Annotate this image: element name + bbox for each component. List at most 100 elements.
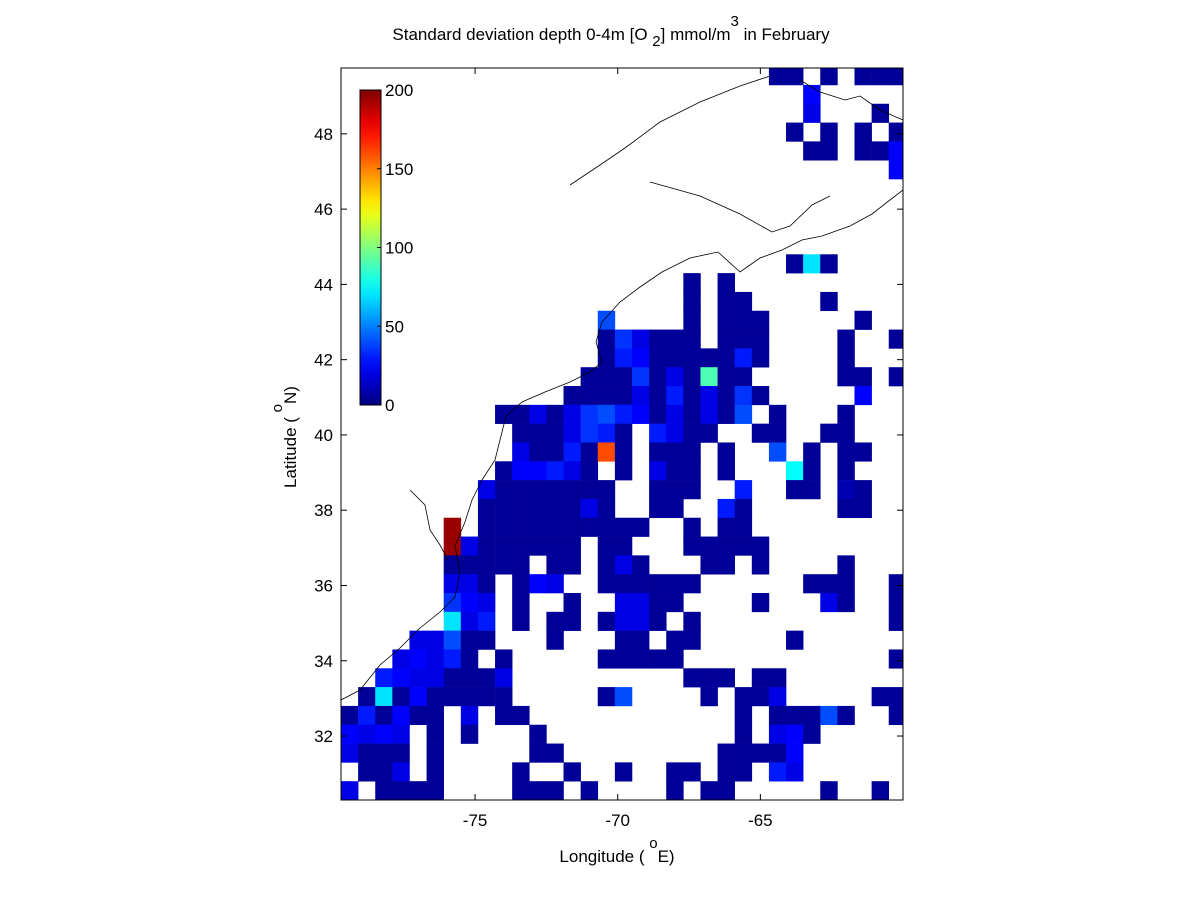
heatmap-cell xyxy=(837,367,855,387)
heatmap-cell xyxy=(717,273,735,293)
heatmap-cell xyxy=(631,517,650,537)
heatmap-cell xyxy=(580,404,599,424)
heatmap-cell xyxy=(597,367,616,387)
label-part: Standard deviation depth 0-4m [O xyxy=(392,25,652,44)
heatmap-cell xyxy=(871,68,890,86)
heatmap-cell xyxy=(512,517,530,537)
heatmap-cell xyxy=(495,668,513,688)
heatmap-cell xyxy=(512,705,530,726)
heatmap-cell xyxy=(683,517,701,537)
heatmap-cell xyxy=(426,668,445,688)
heatmap-cell xyxy=(751,593,770,613)
label-part: in February xyxy=(739,25,830,44)
colorbar-tick-label: 50 xyxy=(385,317,404,336)
heatmap-cell xyxy=(666,442,684,462)
heatmap-cell xyxy=(888,68,903,86)
heatmap-cell xyxy=(443,611,462,631)
heatmap-cell xyxy=(768,762,787,782)
heatmap-cell xyxy=(546,781,564,800)
heatmap-cell xyxy=(614,367,633,387)
heatmap-cell xyxy=(666,649,684,669)
heatmap-cell xyxy=(717,442,735,462)
heatmap-cell xyxy=(803,724,821,744)
heatmap-cell xyxy=(477,574,496,594)
heatmap-cell xyxy=(426,630,445,650)
heatmap-cell xyxy=(700,367,718,387)
heatmap-cell xyxy=(631,348,650,368)
heatmap-cell xyxy=(888,611,903,631)
heatmap-cell xyxy=(683,273,701,293)
heatmap-cell xyxy=(512,574,530,594)
heatmap-cell xyxy=(888,122,903,142)
heatmap-cell xyxy=(871,103,890,123)
heatmap-cell xyxy=(803,84,821,105)
heatmap-cell xyxy=(392,649,410,669)
heatmap-cell xyxy=(614,329,633,349)
heatmap-cell xyxy=(683,310,701,330)
heatmap-cell xyxy=(768,743,787,763)
heatmap-cell xyxy=(734,348,753,368)
heatmap-cell xyxy=(392,668,410,688)
label-part: 3 xyxy=(731,13,739,30)
heatmap-cell xyxy=(443,649,462,669)
heatmap-cell xyxy=(717,498,735,519)
colorbar-tick-label: 150 xyxy=(385,160,413,179)
heatmap-cell xyxy=(580,498,599,519)
heatmap-cell xyxy=(666,498,684,519)
heatmap-cell xyxy=(734,743,753,763)
heatmap-cell xyxy=(717,536,735,556)
heatmap-cell xyxy=(700,386,718,406)
heatmap-cell xyxy=(717,743,735,763)
heatmap-cell xyxy=(717,329,735,349)
heatmap-cell xyxy=(443,536,462,556)
heatmap-cell xyxy=(597,386,616,406)
y-tick-label: 36 xyxy=(314,576,333,595)
label-part: o xyxy=(269,404,286,412)
heatmap-cell xyxy=(580,386,599,406)
heatmap-cell xyxy=(631,649,650,669)
heatmap-cell xyxy=(477,687,496,707)
heatmap-cell xyxy=(409,668,427,688)
heatmap-cell xyxy=(443,593,462,613)
heatmap-cell xyxy=(717,291,735,312)
heatmap-cell xyxy=(649,404,667,424)
heatmap-cell xyxy=(341,705,359,726)
heatmap-cell xyxy=(768,68,787,86)
heatmap-cell xyxy=(768,668,787,688)
heatmap-cell xyxy=(666,348,684,368)
heatmap-cell xyxy=(341,781,359,800)
heatmap-cell xyxy=(614,630,633,650)
heatmap-cell xyxy=(614,461,633,481)
heatmap-cell xyxy=(546,536,564,556)
heatmap-cell xyxy=(392,781,410,800)
heatmap-cell xyxy=(409,705,427,726)
heatmap-cell xyxy=(512,611,530,631)
heatmap-cell xyxy=(409,687,427,707)
heatmap-cell xyxy=(631,404,650,424)
heatmap-cell xyxy=(768,442,787,462)
heatmap-cell xyxy=(717,386,735,406)
heatmap-cell xyxy=(614,517,633,537)
heatmap-cell xyxy=(837,461,855,481)
heatmap-cell xyxy=(546,498,564,519)
heatmap-cell xyxy=(477,536,496,556)
heatmap-cell xyxy=(751,348,770,368)
heatmap-cell xyxy=(717,781,735,800)
colorbar-tick-label: 200 xyxy=(385,81,413,100)
heatmap-cell xyxy=(614,574,633,594)
heatmap-cell xyxy=(426,705,445,726)
heatmap-cell xyxy=(426,743,445,763)
heatmap-cell xyxy=(683,367,701,387)
heatmap-cell xyxy=(854,442,872,462)
heatmap-cell xyxy=(614,555,633,575)
heatmap-cell xyxy=(786,122,804,142)
x-axis-label: Longitude ( oE) xyxy=(559,835,674,866)
heatmap-cell xyxy=(820,593,838,613)
heatmap-cell xyxy=(683,480,701,500)
y-tick-label: 46 xyxy=(314,200,333,219)
heatmap-cell xyxy=(495,517,513,537)
heatmap-cell xyxy=(666,480,684,500)
label-part: Latitude ( xyxy=(281,412,300,488)
heatmap-cell xyxy=(786,762,804,782)
heatmap-cell xyxy=(597,442,616,462)
